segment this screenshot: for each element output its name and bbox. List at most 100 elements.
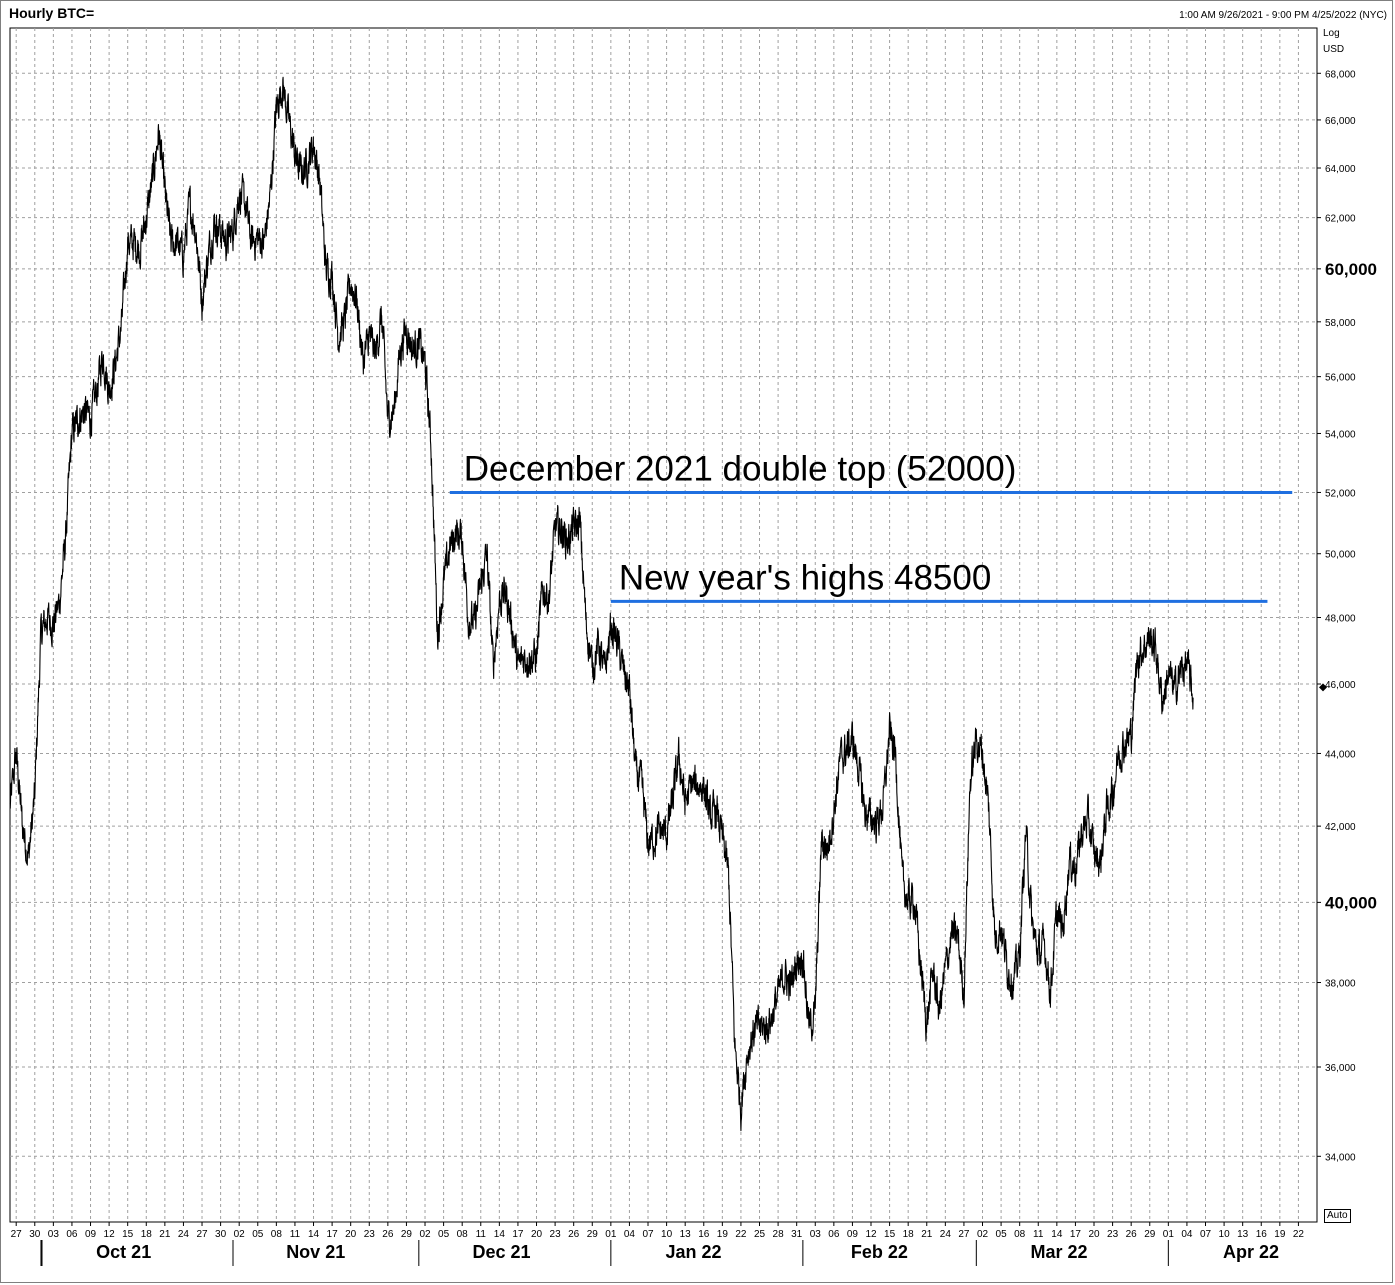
x-month-label: Jan 22 <box>666 1242 722 1262</box>
x-day-label: 19 <box>1274 1229 1286 1240</box>
x-day-label: 25 <box>754 1229 766 1240</box>
x-day-label: 30 <box>29 1229 41 1240</box>
x-day-label: 02 <box>419 1229 431 1240</box>
x-day-label: 26 <box>382 1229 394 1240</box>
x-day-label: 23 <box>1107 1229 1119 1240</box>
x-month-label: Dec 21 <box>473 1242 531 1262</box>
y-tick-label: 38,000 <box>1325 979 1356 990</box>
x-day-label: 05 <box>252 1229 264 1240</box>
x-day-label: 07 <box>642 1229 654 1240</box>
x-day-label: 08 <box>271 1229 283 1240</box>
x-day-label: 24 <box>940 1229 952 1240</box>
x-day-label: 12 <box>104 1229 116 1240</box>
x-day-label: 16 <box>698 1229 710 1240</box>
x-day-label: 27 <box>196 1229 208 1240</box>
x-day-label: 17 <box>512 1229 524 1240</box>
x-day-label: 31 <box>791 1229 803 1240</box>
x-day-label: 21 <box>921 1229 933 1240</box>
x-day-label: 29 <box>1144 1229 1156 1240</box>
x-month-label: Mar 22 <box>1031 1242 1088 1262</box>
y-tick-label: 62,000 <box>1325 214 1356 225</box>
x-day-label: 26 <box>568 1229 580 1240</box>
x-day-label: 29 <box>401 1229 413 1240</box>
x-day-label: 20 <box>345 1229 357 1240</box>
x-day-label: 15 <box>884 1229 896 1240</box>
y-tick-label: 50,000 <box>1325 550 1356 561</box>
y-tick-label: 64,000 <box>1325 164 1356 175</box>
x-day-label: 23 <box>364 1229 376 1240</box>
currency-label: USD <box>1323 44 1345 55</box>
x-day-label: 19 <box>717 1229 729 1240</box>
x-day-label: 30 <box>215 1229 227 1240</box>
x-day-label: 10 <box>1219 1229 1231 1240</box>
x-day-label: 10 <box>661 1229 673 1240</box>
scale-type-label[interactable]: Log <box>1323 28 1340 39</box>
y-tick-label: 46,000 <box>1325 680 1356 691</box>
x-day-label: 27 <box>958 1229 970 1240</box>
x-day-label: 11 <box>290 1229 301 1240</box>
x-day-label: 22 <box>735 1229 747 1240</box>
x-month-label: Nov 21 <box>286 1242 345 1262</box>
x-day-label: 29 <box>587 1229 599 1240</box>
x-day-label: 02 <box>234 1229 246 1240</box>
x-month-label: Oct 21 <box>96 1242 151 1262</box>
x-day-label: 01 <box>605 1229 617 1240</box>
x-day-label: 20 <box>531 1229 543 1240</box>
x-day-label: 18 <box>141 1229 153 1240</box>
x-month-label: Feb 22 <box>851 1242 908 1262</box>
x-day-label: 06 <box>66 1229 78 1240</box>
x-day-label: 24 <box>178 1229 190 1240</box>
annotation-label: December 2021 double top (52000) <box>464 449 1017 488</box>
x-day-label: 21 <box>159 1229 171 1240</box>
x-day-label: 12 <box>865 1229 877 1240</box>
x-day-label: 08 <box>457 1229 469 1240</box>
y-tick-label: 40,000 <box>1325 893 1377 912</box>
y-tick-label: 66,000 <box>1325 116 1356 127</box>
x-day-label: 01 <box>1163 1229 1175 1240</box>
x-day-label: 04 <box>624 1229 636 1240</box>
x-day-label: 22 <box>1293 1229 1305 1240</box>
annotation-label: New year's highs 48500 <box>619 558 991 597</box>
x-day-label: 13 <box>1237 1229 1249 1240</box>
y-tick-label: 36,000 <box>1325 1063 1356 1074</box>
x-day-label: 05 <box>996 1229 1008 1240</box>
x-day-label: 15 <box>122 1229 134 1240</box>
last-price-marker <box>1319 683 1327 692</box>
x-day-label: 02 <box>977 1229 989 1240</box>
x-day-label: 27 <box>11 1229 23 1240</box>
x-day-label: 03 <box>810 1229 822 1240</box>
x-day-label: 23 <box>550 1229 562 1240</box>
x-day-label: 03 <box>48 1229 60 1240</box>
y-tick-label: 48,000 <box>1325 614 1356 625</box>
x-month-label: Apr 22 <box>1223 1242 1279 1262</box>
x-day-label: 18 <box>903 1229 915 1240</box>
x-day-label: 20 <box>1088 1229 1100 1240</box>
x-day-label: 08 <box>1014 1229 1026 1240</box>
x-day-label: 17 <box>327 1229 339 1240</box>
x-day-label: 11 <box>476 1229 487 1240</box>
auto-scale-button[interactable]: Auto <box>1324 1209 1351 1223</box>
y-tick-label: 68,000 <box>1325 69 1356 80</box>
y-tick-label: 42,000 <box>1325 822 1356 833</box>
date-range: 1:00 AM 9/26/2021 - 9:00 PM 4/25/2022 (N… <box>1179 10 1387 21</box>
x-day-label: 17 <box>1070 1229 1082 1240</box>
x-day-label: 11 <box>1033 1229 1044 1240</box>
x-day-label: 14 <box>1051 1229 1063 1240</box>
x-day-label: 28 <box>773 1229 785 1240</box>
plot-area <box>9 27 1318 1223</box>
y-tick-label: 58,000 <box>1325 318 1356 329</box>
x-day-label: 13 <box>680 1229 692 1240</box>
x-day-label: 06 <box>828 1229 840 1240</box>
price-line <box>9 76 1194 1132</box>
x-day-label: 16 <box>1256 1229 1268 1240</box>
y-tick-label: 34,000 <box>1325 1152 1356 1163</box>
chart-title: Hourly BTC= <box>9 5 95 21</box>
x-day-label: 09 <box>85 1229 97 1240</box>
y-tick-label: 60,000 <box>1325 260 1377 279</box>
y-tick-label: 56,000 <box>1325 373 1356 384</box>
y-tick-label: 44,000 <box>1325 749 1356 760</box>
x-day-label: 04 <box>1181 1229 1193 1240</box>
y-tick-label: 52,000 <box>1325 488 1356 499</box>
